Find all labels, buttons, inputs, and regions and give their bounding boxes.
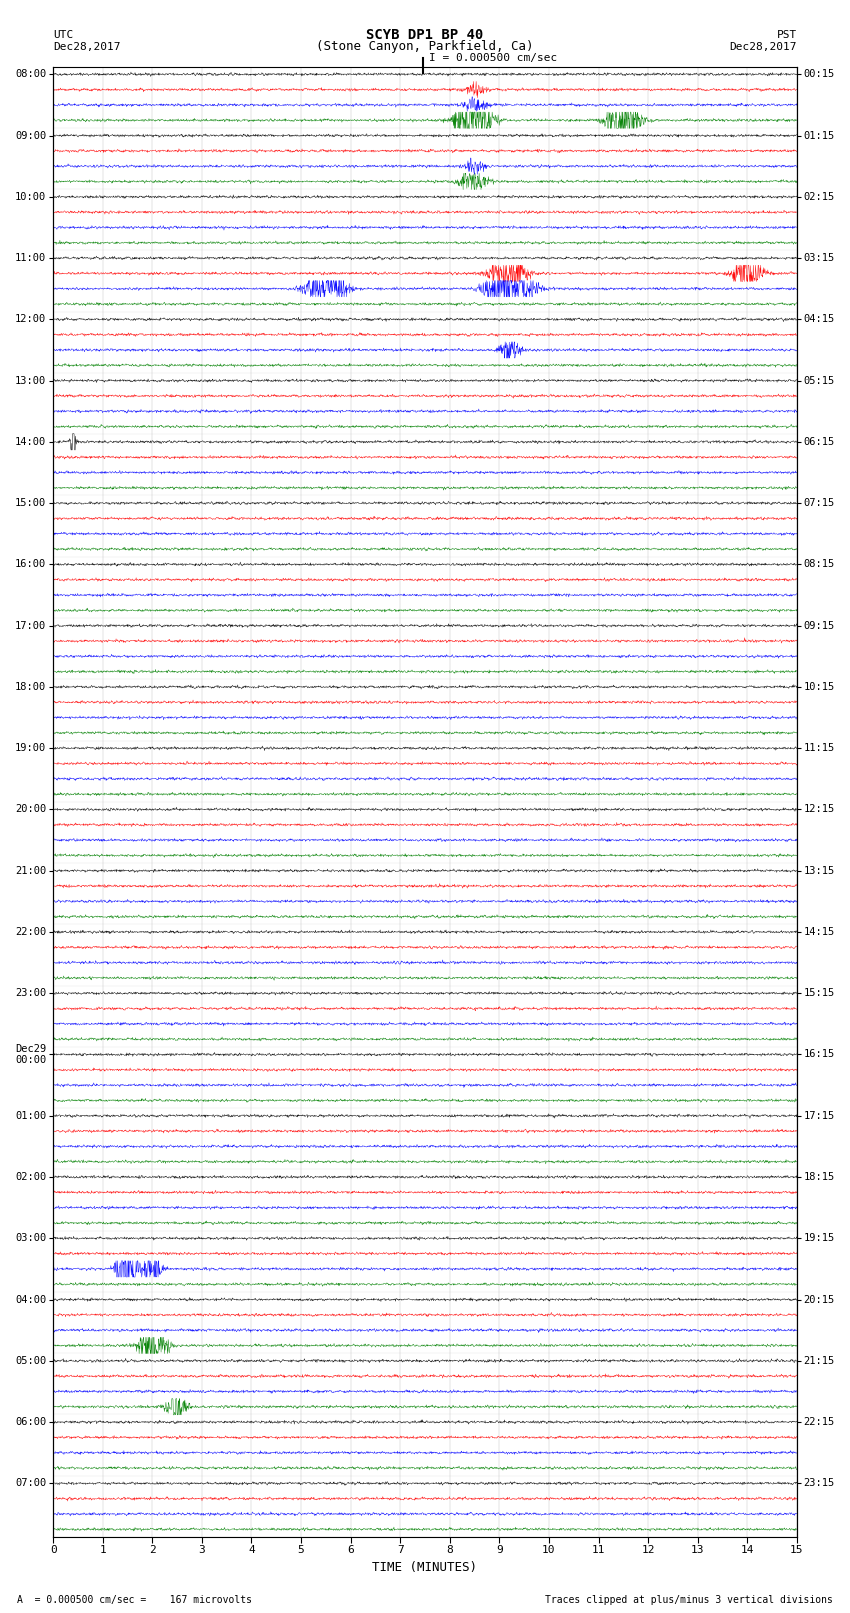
Text: Dec28,2017: Dec28,2017 — [729, 42, 796, 52]
Text: I = 0.000500 cm/sec: I = 0.000500 cm/sec — [429, 53, 558, 63]
Text: A  = 0.000500 cm/sec =    167 microvolts: A = 0.000500 cm/sec = 167 microvolts — [17, 1595, 252, 1605]
Text: Traces clipped at plus/minus 3 vertical divisions: Traces clipped at plus/minus 3 vertical … — [545, 1595, 833, 1605]
Text: SCYB DP1 BP 40: SCYB DP1 BP 40 — [366, 27, 484, 42]
Text: (Stone Canyon, Parkfield, Ca): (Stone Canyon, Parkfield, Ca) — [316, 40, 534, 53]
Text: PST: PST — [777, 31, 796, 40]
Text: UTC: UTC — [54, 31, 73, 40]
X-axis label: TIME (MINUTES): TIME (MINUTES) — [372, 1561, 478, 1574]
Text: Dec28,2017: Dec28,2017 — [54, 42, 121, 52]
